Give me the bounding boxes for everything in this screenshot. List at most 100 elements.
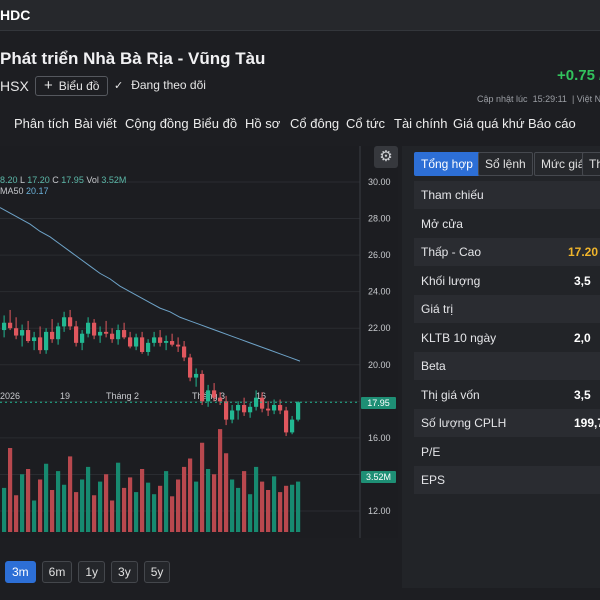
volume-bar [152, 494, 157, 532]
stat-value: 3,5 [574, 273, 591, 288]
candle-body [170, 341, 175, 345]
volume-bar [278, 492, 283, 532]
tab-phan-tich[interactable]: Phân tích [14, 116, 69, 131]
volume-bar [2, 487, 7, 532]
candle-body [278, 404, 283, 411]
stat-row: EPS [414, 466, 600, 494]
tab-bao-cao[interactable]: Báo cáo [528, 116, 576, 131]
company-name: Phát triển Nhà Bà Rịa - Vũng Tàu [0, 49, 266, 68]
chart-button[interactable]: + Biểu đồ [35, 76, 109, 96]
check-icon: ✓ [114, 79, 124, 92]
candle-body [92, 322, 97, 336]
volume-bar [224, 453, 229, 532]
candle-body [140, 337, 145, 352]
range-1y-button[interactable]: 1y [78, 561, 106, 583]
plus-icon: + [44, 77, 53, 94]
volume-bar [164, 471, 169, 532]
tab-more[interactable]: Th [582, 152, 600, 176]
stat-value: 199,7 [574, 416, 600, 430]
y-tick-label: 30.00 [368, 177, 391, 187]
stat-row: Khối lượng 3,5 [414, 267, 600, 295]
y-tick-label: 16.00 [368, 433, 391, 443]
volume-bar [140, 469, 145, 532]
volume-bar [62, 484, 67, 532]
candle-body [134, 337, 139, 347]
volume-bar [266, 490, 271, 532]
ma-legend: MA50 20.17 [0, 186, 49, 196]
follow-button[interactable]: ✓ Đang theo dõi [114, 78, 206, 92]
volume-bar [146, 482, 151, 532]
stat-label: Tham chiếu [421, 188, 484, 202]
volume-bar [260, 481, 265, 532]
candle-body [242, 404, 247, 413]
y-tick-label: 12.00 [368, 506, 391, 516]
exchange-label: HSX [0, 78, 29, 94]
volume-bar [254, 466, 259, 532]
volume-bar [104, 474, 109, 532]
volume-bar [80, 479, 85, 532]
tab-co-dong[interactable]: Cổ đông [290, 116, 340, 131]
volume-bar [158, 485, 163, 532]
main-tabs: Phân tích Bài viết Cộng đồng Biểu đồ Hồ … [0, 114, 600, 136]
volume-bar [14, 495, 19, 532]
tab-tai-chinh[interactable]: Tài chính [394, 116, 448, 131]
tab-co-tuc[interactable]: Cổ tức [346, 116, 386, 131]
tab-muc-gia[interactable]: Mức giá [534, 152, 592, 176]
volume-bar [272, 476, 277, 532]
candle-body [8, 322, 13, 329]
ohlc-legend: 8.20 L 17.20 C 17.95 Vol 3.52M [0, 175, 127, 185]
candle-body [44, 331, 49, 351]
tab-so-lenh[interactable]: Sổ lệnh [478, 152, 533, 176]
volume-bar [284, 485, 289, 532]
range-5y-button[interactable]: 5y [143, 561, 171, 583]
update-time: Cập nhật lúc 15:29:11 | Việt N [477, 94, 600, 104]
volume-bar [8, 448, 13, 532]
tab-bieu-do[interactable]: Biểu đồ [193, 116, 238, 131]
last-volume-tag: 3.52M [361, 471, 396, 483]
stat-row: Beta [414, 352, 600, 380]
x-tick-label: 16 [256, 391, 266, 401]
tab-ho-so[interactable]: Hồ sơ [245, 116, 281, 131]
volume-bar [170, 496, 175, 532]
stat-label: P/E [421, 444, 441, 459]
volume-bar [176, 479, 181, 532]
candle-body [32, 337, 37, 342]
volume-bar [26, 469, 31, 532]
range-3y-button[interactable]: 3y [111, 561, 138, 583]
last-price-tag: 17.95 [361, 397, 396, 409]
candle-body [98, 331, 103, 336]
candle-body [104, 331, 109, 334]
stat-value: 3,5 [574, 387, 591, 402]
tab-tong-hop[interactable]: Tổng hợp [414, 152, 480, 176]
price-chart-panel[interactable]: 30.0028.0026.0024.0022.0020.0018.0016.00… [0, 146, 398, 538]
volume-bar [32, 500, 37, 532]
chart-button-label: Biểu đồ [58, 79, 100, 93]
stat-label: EPS [421, 473, 446, 487]
candle-body [206, 390, 211, 402]
candle-body [14, 328, 19, 336]
volume-bar [20, 474, 25, 532]
volume-bar [188, 458, 193, 532]
range-6m-button[interactable]: 6m [41, 561, 73, 583]
tab-bai-viet[interactable]: Bài viết [74, 116, 117, 131]
candle-body [68, 317, 73, 327]
price-chart[interactable]: 30.0028.0026.0024.0022.0020.0018.0016.00… [0, 146, 398, 538]
y-tick-label: 22.00 [368, 323, 391, 333]
candle-body [122, 330, 127, 338]
tab-gia-qua-khu[interactable]: Giá quá khứ [453, 116, 525, 131]
volume-bar [200, 442, 205, 532]
candle-body [56, 326, 61, 340]
gear-icon[interactable]: ⚙ [374, 146, 398, 168]
tab-cong-dong[interactable]: Cộng đồng [125, 116, 189, 131]
candle-body [224, 401, 229, 420]
candle-body [50, 331, 55, 340]
y-tick-label: 20.00 [368, 360, 391, 370]
volume-bar [134, 492, 139, 532]
stat-row: Số lượng CPLH 199,7 [414, 409, 600, 437]
volume-bar [122, 487, 127, 532]
candle-body [152, 337, 157, 343]
candle-body [80, 333, 85, 343]
volume-bar [38, 479, 43, 532]
range-3m-button[interactable]: 3m [5, 561, 36, 583]
candle-body [230, 410, 235, 420]
